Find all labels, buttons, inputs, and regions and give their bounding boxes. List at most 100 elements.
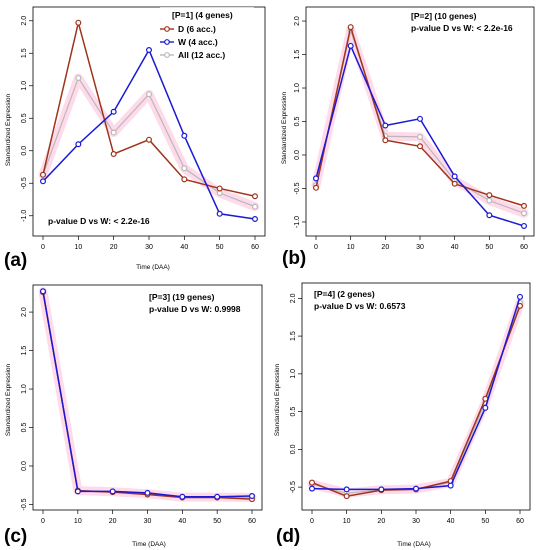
legend-title: [P=1] (4 genes) [172, 10, 233, 20]
panel-c-series-w-point [144, 489, 151, 496]
panel-c-xtick-label: 0 [41, 518, 45, 525]
panel-d-xtick-label: 20 [377, 518, 385, 525]
panel-b-series-d-point [451, 180, 458, 187]
panel-c-xtick-label: 50 [213, 518, 221, 525]
panel-d-xtick-label: 0 [310, 518, 314, 525]
panel-b: -1.0 -0.5 0.0 0.5 1.0 1.5 2.0 0 10 20 30 40 50 60 Sta… [281, 6, 535, 269]
panel-a-xtick-label: 0 [41, 244, 45, 251]
panel-a-series-all-point [252, 203, 259, 210]
panel-a-xtick-label: 10 [74, 244, 82, 251]
panel-a-xtick-label: 50 [216, 244, 224, 251]
panel-c-series-w-point [39, 288, 46, 295]
panel-d-ytick-label: 1.0 [290, 369, 297, 379]
panel-a-series-d-point [75, 19, 82, 26]
panel-c-ytick-label: 2.0 [21, 307, 28, 317]
panel-d-series-w-point [378, 486, 385, 493]
panel-c-xtick-label: 30 [144, 518, 152, 525]
panel-d-xtick-label: 50 [481, 518, 489, 525]
panel-a-series-w-point [216, 210, 223, 217]
panel-a-series-w-point [252, 216, 259, 223]
panel-b-ytick-label: 1.0 [294, 83, 301, 93]
panel-d-series-d-point [343, 493, 350, 500]
panel-b-ytick-label: -1.0 [294, 216, 301, 228]
panel-d-xtick-label: 10 [343, 518, 351, 525]
panel-a-xtick-label: 20 [110, 244, 118, 251]
legend-w-marker [164, 39, 170, 45]
panel-d-ylabel: Standardized Expression [274, 363, 281, 436]
panel-b-ytick-label: 1.5 [294, 50, 301, 60]
panel-d-label: (d) [276, 526, 300, 547]
panel-b-series-w-point [451, 173, 458, 180]
panel-d-series-w-point [413, 485, 420, 492]
panel-b-series-d-point [313, 184, 320, 191]
panel-d-frame [301, 282, 531, 511]
panel-c-plot: -0.5 0.0 0.5 1.0 1.5 2.0 0 10 20 30 40 50 60 [21, 284, 263, 525]
panel-d: -0.5 0.0 0.5 1.0 1.5 2.0 0 10 20 30 40 50 60 Standar… [274, 282, 531, 548]
panel-b-series-w-point [417, 115, 424, 122]
panel-a: -1.0 -0.5 0.0 0.5 1.0 1.5 2.0 0 10 20 30 40 50 60 Sta… [4, 6, 266, 271]
panel-b-xtick-label: 60 [520, 244, 528, 251]
panel-b-xtick-label: 30 [416, 244, 424, 251]
legend-entry-d: D (6 acc.) [160, 24, 216, 34]
panel-c-series-w-point [214, 493, 221, 500]
panel-d-pvalue: p-value D vs W: 0.6573 [314, 301, 406, 311]
legend: [P=1] (4 genes) D (6 acc.) W (4 acc.) Al… [160, 7, 254, 61]
panel-b-ytick-label: -0.5 [294, 182, 301, 194]
panel-d-series-w-point [309, 485, 316, 492]
panel-b-xtick-label: 40 [451, 244, 459, 251]
panel-a-series-w-point [146, 46, 153, 53]
panel-c-xtick-label: 40 [178, 518, 186, 525]
panel-c-ytick-label: 0.5 [21, 423, 28, 433]
panel-d-series-d-point [309, 479, 316, 486]
panel-a-ytick-label: -1.0 [21, 210, 28, 222]
panel-d-series-w-point [343, 486, 350, 493]
panel-a-series-d-point [216, 185, 223, 192]
panel-b-xtick-label: 0 [314, 244, 318, 251]
panel-b-series-w-point [382, 122, 389, 129]
panel-c-ytick-label: -0.5 [21, 498, 28, 510]
panel-a-ylabel: Standardized Expression [5, 93, 12, 166]
panel-b-series-all-point [486, 197, 493, 204]
legend-all-label: All (12 acc.) [178, 50, 225, 60]
panel-a-ytick-label: 0.0 [21, 146, 28, 156]
panel-a-series-all-point [146, 91, 153, 98]
panel-b-series-w-point [347, 42, 354, 49]
panel-c-pvalue: p-value D vs W: 0.9998 [149, 304, 241, 314]
panel-c-ytick-label: 1.0 [21, 384, 28, 394]
panel-d-series-w-point [516, 293, 523, 300]
panel-c-frame [32, 284, 263, 511]
panel-c-title: [P=3] (19 genes) [149, 292, 215, 302]
panel-c-xtick-label: 10 [74, 518, 82, 525]
panel-a-series-d-point [110, 151, 117, 158]
panel-d-title: [P=4] (2 genes) [314, 289, 375, 299]
panel-d-series-w-point [447, 482, 454, 489]
panel-b-series-d-point [382, 137, 389, 144]
panel-a-ytick-label: -0.5 [21, 177, 28, 189]
legend-d-marker [164, 26, 170, 32]
panel-d-ytick-label: 0.5 [290, 407, 297, 417]
panel-b-series-all-point [520, 210, 527, 217]
panel-a-series-w-point [39, 178, 46, 185]
panel-b-series-d-point [486, 192, 493, 199]
panel-b-series-all-point [417, 133, 424, 140]
panel-c-series-w-point [74, 488, 81, 495]
panel-c-ytick-label: 0.0 [21, 461, 28, 471]
panel-c-series-w-point [179, 493, 186, 500]
legend-w-label: W (4 acc.) [178, 37, 218, 47]
legend-entry-w: W (4 acc.) [160, 37, 218, 47]
panel-b-xtick-label: 20 [381, 244, 389, 251]
panel-a-ytick-label: 1.0 [21, 81, 28, 91]
panel-a-series-d-point [39, 171, 46, 178]
panel-b-label: (b) [282, 248, 306, 269]
panel-a-xtick-label: 40 [180, 244, 188, 251]
panel-c-ytick-label: 1.5 [21, 346, 28, 356]
panel-a-series-all-point [75, 74, 82, 81]
panel-b-series-d-point [347, 24, 354, 31]
panel-d-plot: -0.5 0.0 0.5 1.0 1.5 2.0 0 10 20 30 40 50 60 [290, 282, 531, 525]
legend-all-marker [164, 52, 170, 58]
panel-c-xtick-label: 20 [109, 518, 117, 525]
panel-b-series-d-point [417, 143, 424, 150]
panel-a-xtick-label: 30 [145, 244, 153, 251]
panel-b-series-d-point [520, 202, 527, 209]
panel-a-series-d-point [181, 176, 188, 183]
